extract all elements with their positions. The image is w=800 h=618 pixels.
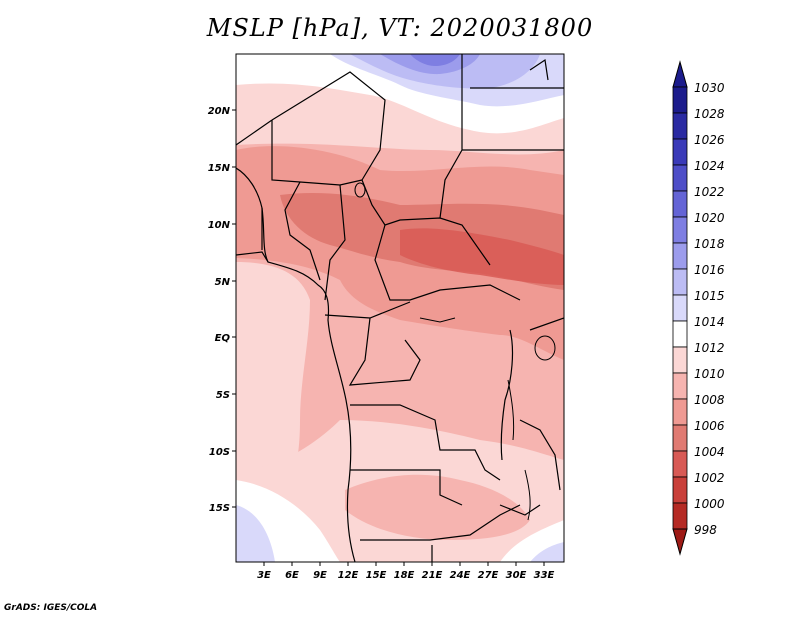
lake-malawi — [524, 469, 531, 521]
lon-label-27e: 27E — [478, 570, 499, 581]
colorbar-segment-1015 — [672, 294, 688, 322]
colorbar-segment-1020 — [672, 216, 688, 244]
colorbar-label-1012: 1012 — [694, 341, 725, 355]
lon-label-21e: 21E — [422, 570, 443, 581]
lon-label-33e: 33E — [534, 570, 555, 581]
lat-label-20n: 20N — [208, 106, 231, 117]
colorbar-label-1014: 1014 — [694, 315, 725, 329]
border-great-lakes — [500, 329, 514, 461]
border-angola-zambia — [350, 469, 463, 506]
lon-axis: 3E 6E 9E 12E 15E 18E 21E 24E 27E 30E 33E — [257, 562, 555, 581]
border-tanzania — [519, 419, 561, 491]
colorbar-label-1004: 1004 — [694, 445, 725, 459]
border-angola-drc — [350, 404, 501, 481]
colorbar-label-1020: 1020 — [694, 211, 725, 225]
lat-label-10n: 10N — [208, 220, 231, 231]
lake-tanganyika — [507, 379, 515, 441]
lat-label-5s: 5S — [216, 390, 230, 401]
colorbar-segment-1024 — [672, 164, 688, 192]
field-1015-sw — [236, 505, 275, 562]
colorbar-segment-1030 — [672, 86, 688, 114]
lon-label-30e: 30E — [506, 570, 527, 581]
lon-label-15e: 15E — [366, 570, 387, 581]
colorbar-segment-1026 — [672, 138, 688, 166]
colorbar-segment-1000 — [672, 502, 688, 530]
colorbar-segment-1008 — [672, 398, 688, 426]
colorbar-label-1030: 1030 — [694, 81, 725, 95]
border-sahara-chad — [271, 71, 491, 266]
colorbar-label-1024: 1024 — [694, 159, 725, 173]
lat-axis: 20N 15N 10N 5N EQ 5S 10S 15S — [208, 106, 236, 514]
colorbar: 1030 1028 1026 1024 1022 1020 1018 1016 … — [672, 60, 725, 556]
coastlines-borders — [236, 54, 564, 562]
colorbar-segment-1014 — [672, 320, 688, 348]
pressure-field — [236, 54, 564, 562]
colorbar-label-1026: 1026 — [694, 133, 725, 147]
colorbar-top-arrow — [672, 60, 688, 88]
lon-label-24e: 24E — [450, 570, 471, 581]
field-1015-se — [530, 542, 564, 562]
lat-label-15n: 15N — [208, 163, 231, 174]
colorbar-segment-1002 — [672, 476, 688, 504]
grads-credit: GrADS: IGES/COLA — [4, 603, 98, 613]
border-congo-drc — [348, 317, 421, 386]
congo-river — [419, 317, 456, 323]
colorbar-label-1015: 1015 — [694, 289, 725, 303]
lat-label-15s: 15S — [209, 503, 230, 514]
lon-label-3e: 3E — [257, 570, 271, 581]
colorbar-label-1002: 1002 — [694, 471, 725, 485]
colorbar-label-1016: 1016 — [694, 263, 725, 277]
border-libya-sudan — [439, 54, 463, 219]
sinai — [529, 58, 549, 81]
colorbar-label-1010: 1010 — [694, 367, 725, 381]
colorbar-label-1028: 1028 — [694, 107, 725, 121]
border-cameroon — [324, 184, 346, 301]
lon-label-12e: 12E — [338, 570, 359, 581]
lat-label-10s: 10S — [209, 447, 230, 458]
field-1010-south — [345, 474, 530, 540]
lon-label-6e: 6E — [285, 570, 299, 581]
lon-label-9e: 9E — [313, 570, 327, 581]
border-guinea — [236, 251, 269, 263]
colorbar-segment-1006 — [672, 424, 688, 452]
border-mozambique — [499, 504, 541, 516]
colorbar-label-1000: 1000 — [694, 497, 725, 511]
colorbar-label-1006: 1006 — [694, 419, 725, 433]
lat-label-5n: 5N — [215, 277, 231, 288]
lakes — [354, 182, 556, 521]
border-namibia — [360, 504, 521, 541]
border-uganda — [529, 317, 564, 331]
colorbar-segment-1028 — [672, 112, 688, 140]
lat-label-eq: EQ — [215, 333, 231, 344]
map-title: MSLP [hPa], VT: 2020031800 — [206, 14, 594, 42]
lake-chad — [354, 182, 366, 198]
colorbar-segment-1010 — [672, 372, 688, 400]
colorbar-bottom-arrow — [672, 528, 688, 556]
border-nigeria — [284, 181, 321, 281]
map-frame — [235, 53, 565, 563]
colorbar-label-1022: 1022 — [694, 185, 725, 199]
colorbar-label-998: 998 — [694, 523, 717, 537]
colorbar-label-1008: 1008 — [694, 393, 725, 407]
border-nw — [236, 119, 273, 146]
lon-label-18e: 18E — [394, 570, 415, 581]
west-coast — [236, 167, 356, 562]
field-1020-north — [410, 54, 460, 66]
border-car — [374, 224, 521, 301]
colorbar-segment-1022 — [672, 190, 688, 218]
colorbar-segment-1018 — [672, 242, 688, 270]
colorbar-label-1018: 1018 — [694, 237, 725, 251]
lake-victoria — [534, 335, 556, 361]
colorbar-segment-1012 — [672, 346, 688, 374]
colorbar-segment-1004 — [672, 450, 688, 478]
field-1004-core — [400, 228, 564, 285]
colorbar-segment-1016 — [672, 268, 688, 296]
